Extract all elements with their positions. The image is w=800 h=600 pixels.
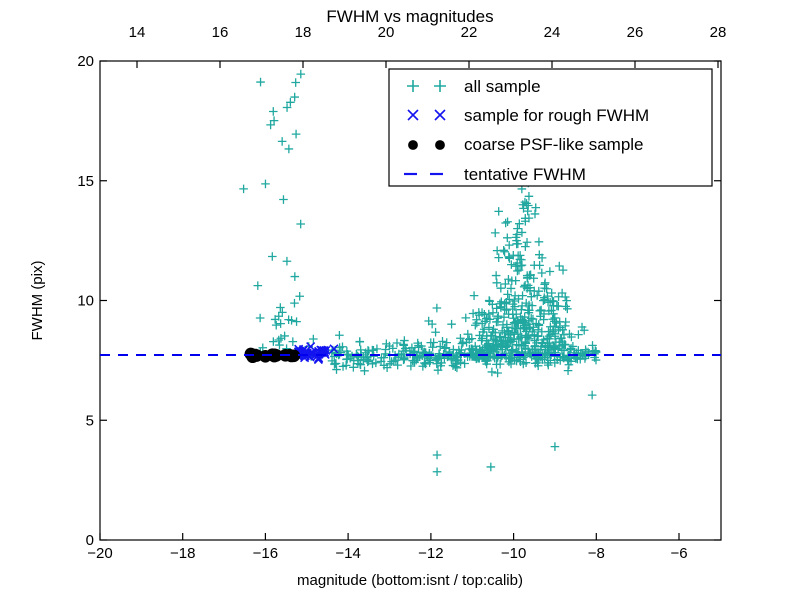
svg-text:16: 16 <box>212 24 229 41</box>
svg-text:5: 5 <box>86 412 94 429</box>
svg-text:FWHM vs magnitudes: FWHM vs magnitudes <box>326 7 493 26</box>
svg-text:all sample: all sample <box>464 77 541 96</box>
svg-text:28: 28 <box>710 24 727 41</box>
svg-text:coarse PSF-like sample: coarse PSF-like sample <box>464 135 644 154</box>
svg-text:26: 26 <box>627 24 644 41</box>
svg-text:magnitude (bottom:isnt / top:c: magnitude (bottom:isnt / top:calib) <box>297 572 523 589</box>
svg-text:20: 20 <box>378 24 395 41</box>
svg-text:0: 0 <box>86 532 94 549</box>
svg-text:−14: −14 <box>335 545 360 562</box>
svg-text:−12: −12 <box>418 545 443 562</box>
svg-text:−6: −6 <box>670 545 687 562</box>
svg-text:20: 20 <box>77 53 94 70</box>
svg-text:−16: −16 <box>253 545 278 562</box>
svg-text:18: 18 <box>295 24 312 41</box>
svg-text:−18: −18 <box>170 545 195 562</box>
svg-text:24: 24 <box>544 24 561 41</box>
svg-text:22: 22 <box>461 24 478 41</box>
svg-text:15: 15 <box>77 173 94 190</box>
svg-text:14: 14 <box>129 24 146 41</box>
svg-text:−8: −8 <box>588 545 605 562</box>
svg-text:sample for rough FWHM: sample for rough FWHM <box>464 106 649 125</box>
svg-text:tentative FWHM: tentative FWHM <box>464 165 586 184</box>
svg-text:10: 10 <box>77 293 94 310</box>
svg-text:FWHM (pix): FWHM (pix) <box>29 261 46 341</box>
svg-text:−10: −10 <box>501 545 526 562</box>
